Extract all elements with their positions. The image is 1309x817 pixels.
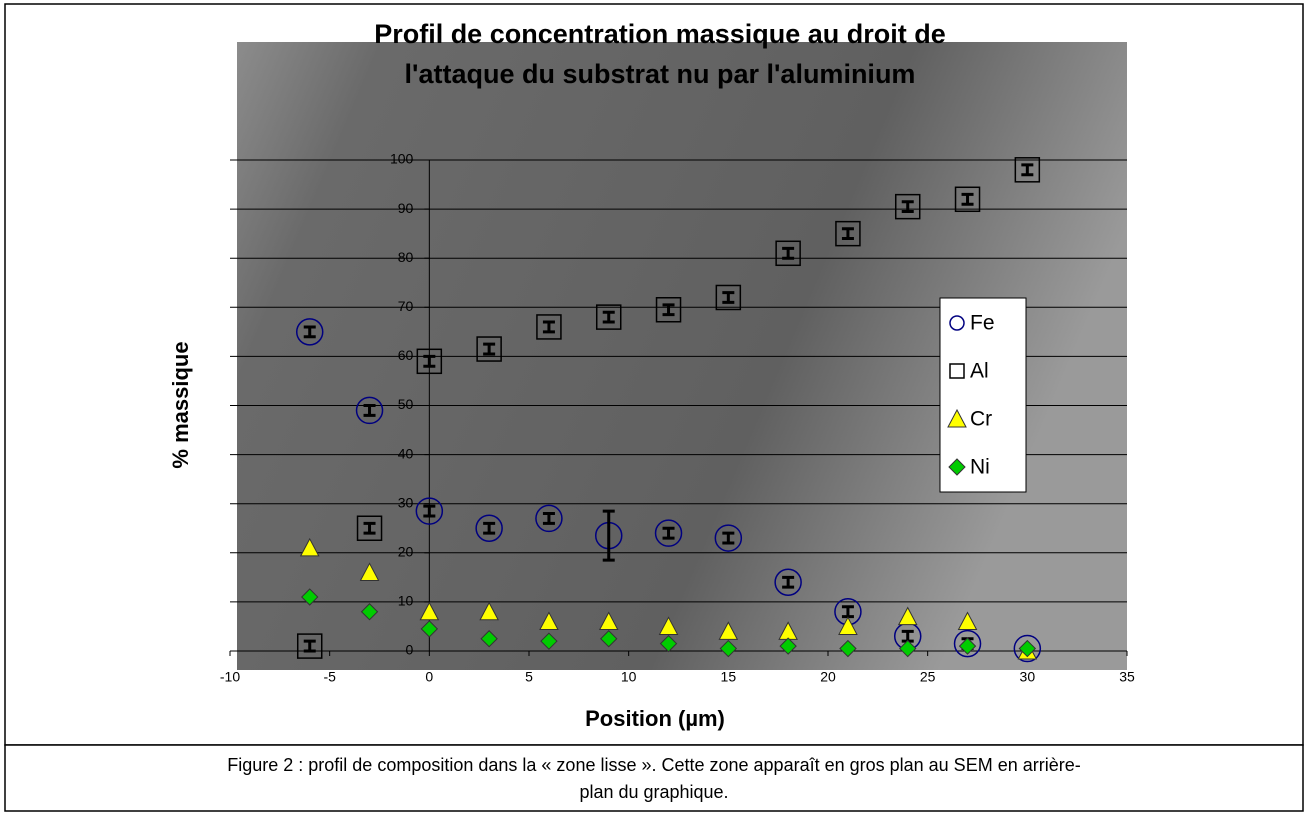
legend-label: Fe: [970, 312, 995, 335]
y-tick-label: 90: [398, 200, 414, 216]
y-tick-label: 80: [398, 249, 414, 265]
caption: Figure 2 : profil de composition dans la…: [227, 755, 1080, 775]
chart: Profil de concentration massique au droi…: [0, 0, 1309, 812]
y-tick-label: 0: [406, 642, 414, 658]
legend-label: Al: [970, 360, 989, 383]
y-tick-label: 70: [398, 298, 414, 314]
caption: plan du graphique.: [579, 782, 728, 802]
y-tick-label: 50: [398, 396, 414, 412]
x-tick-label: 20: [820, 669, 836, 685]
y-tick-label: 30: [398, 494, 414, 510]
x-tick-label: 30: [1020, 669, 1036, 685]
y-tick-label: 100: [390, 151, 414, 167]
x-tick-label: 35: [1119, 669, 1135, 685]
legend-label: Ni: [970, 456, 990, 479]
x-tick-label: 10: [621, 669, 637, 685]
y-tick-label: 20: [398, 544, 414, 560]
x-axis-title: Position (µm): [585, 706, 725, 731]
y-tick-label: 40: [398, 445, 414, 461]
y-tick-label: 10: [398, 593, 414, 609]
x-tick-label: 0: [425, 669, 433, 685]
x-tick-label: -5: [323, 669, 336, 685]
legend-label: Cr: [970, 408, 992, 431]
x-tick-label: 15: [721, 669, 737, 685]
chart-title: l'attaque du substrat nu par l'aluminium: [405, 59, 916, 89]
x-tick-label: -10: [220, 669, 240, 685]
y-axis-title: % massique: [168, 341, 193, 468]
x-tick-label: 5: [525, 669, 533, 685]
y-tick-label: 60: [398, 347, 414, 363]
chart-title: Profil de concentration massique au droi…: [374, 19, 946, 49]
x-tick-label: 25: [920, 669, 936, 685]
